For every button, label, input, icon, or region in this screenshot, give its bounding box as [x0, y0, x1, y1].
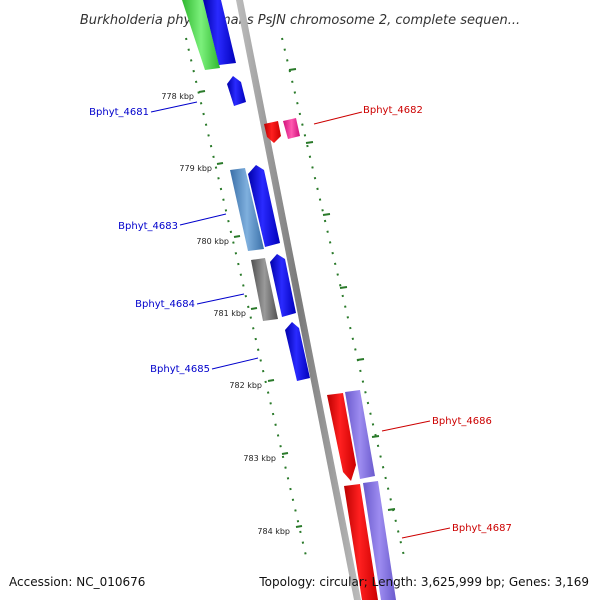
label-Bphyt_4681[interactable]: Bphyt_4681 — [89, 101, 198, 118]
gene-Bphyt_4683-pair — [248, 165, 280, 247]
gene-Bphyt_4685 — [285, 322, 310, 381]
label-Bphyt_4682[interactable]: Bphyt_4682 — [313, 105, 423, 125]
gene-Bphyt_4686 — [327, 393, 356, 481]
tick-label: 781 kbp — [213, 309, 246, 318]
outer-ruler-ticks — [288, 68, 396, 511]
label-Bphyt_4683[interactable]: Bphyt_4683 — [118, 213, 227, 232]
feature-blue-top — [203, 0, 236, 65]
tick-label: 778 kbp — [161, 92, 194, 101]
gene-label-text[interactable]: Bphyt_4682 — [363, 105, 423, 116]
gene-Bphyt_4682-pair — [283, 118, 300, 139]
topology-text: Topology: circular; Length: 3,625,999 bp… — [259, 575, 589, 589]
gene-label-text[interactable]: Bphyt_4681 — [89, 107, 149, 118]
tick-784: 784 kbp — [257, 525, 303, 536]
tick-label: 782 kbp — [229, 381, 262, 390]
tick-779: 779 kbp — [179, 162, 224, 173]
gene-Bphyt_4687-pair — [363, 481, 396, 600]
map-title: Burkholderia phytofirmans PsJN chromosom… — [80, 13, 520, 28]
tick-780: 780 kbp — [196, 235, 241, 246]
gene-label-text[interactable]: Bphyt_4685 — [150, 364, 210, 375]
gene-Bphyt_4683 — [230, 168, 264, 251]
gene-Bphyt_4687 — [344, 484, 378, 600]
tick-778: 778 kbp — [161, 90, 206, 101]
gene-Bphyt_4681 — [227, 76, 246, 106]
tick-782: 782 kbp — [229, 379, 275, 390]
feature-green-top — [182, 0, 220, 70]
gene-label-text[interactable]: Bphyt_4684 — [135, 299, 195, 310]
tick-label: 783 kbp — [243, 454, 276, 463]
gene-label-text[interactable]: Bphyt_4683 — [118, 221, 178, 232]
genome-backbone — [236, 0, 361, 600]
ruler-inner — [185, 37, 307, 557]
gene-Bphyt_4682 — [264, 121, 281, 143]
gene-Bphyt_4686-pair — [345, 390, 375, 479]
gene-label-text[interactable]: Bphyt_4687 — [452, 523, 512, 534]
tick-label: 779 kbp — [179, 164, 212, 173]
label-Bphyt_4684[interactable]: Bphyt_4684 — [135, 293, 245, 310]
ruler-outer — [281, 37, 405, 557]
tick-label: 784 kbp — [257, 527, 290, 536]
label-Bphyt_4685[interactable]: Bphyt_4685 — [150, 357, 259, 375]
gene-label-text[interactable]: Bphyt_4686 — [432, 416, 492, 427]
gene-Bphyt_4684-pair — [270, 254, 296, 317]
tick-783: 783 kbp — [243, 452, 289, 463]
label-Bphyt_4686[interactable]: Bphyt_4686 — [381, 416, 492, 432]
accession-text: Accession: NC_010676 — [9, 575, 146, 589]
gene-Bphyt_4684 — [251, 258, 278, 321]
tick-781: 781 kbp — [213, 307, 258, 318]
tick-label: 780 kbp — [196, 237, 229, 246]
label-Bphyt_4687[interactable]: Bphyt_4687 — [401, 523, 512, 539]
